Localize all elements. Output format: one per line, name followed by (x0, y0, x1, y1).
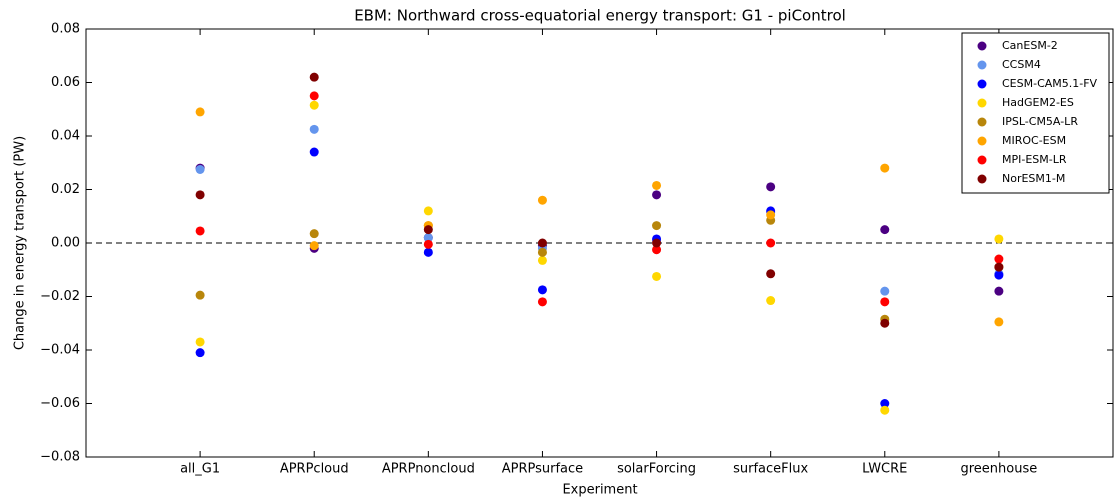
point (766, 238, 776, 248)
point (994, 254, 1004, 264)
point (309, 241, 319, 251)
point (309, 91, 319, 101)
point (423, 233, 433, 243)
point (423, 206, 433, 216)
legend-marker (977, 98, 987, 108)
point (652, 190, 662, 200)
point (880, 225, 890, 235)
point (652, 221, 662, 231)
point (309, 72, 319, 82)
point (652, 271, 662, 281)
x-tick-label: all_G1 (180, 462, 220, 477)
y-tick-label: 0.00 (51, 236, 80, 251)
y-tick-label: 0.08 (51, 22, 80, 37)
chart-title: EBM: Northward cross-equatorial energy t… (354, 7, 846, 25)
legend-label: NorESM1-M (1002, 172, 1065, 185)
point (766, 269, 776, 279)
point (766, 182, 776, 192)
legend-marker (977, 79, 987, 89)
point (423, 225, 433, 235)
point (537, 297, 547, 307)
point (652, 238, 662, 248)
point (652, 180, 662, 190)
point (195, 190, 205, 200)
point (423, 239, 433, 249)
legend-marker (977, 174, 987, 184)
point (880, 163, 890, 173)
point (880, 399, 890, 408)
y-axis-label: Change in energy transport (PW) (13, 136, 28, 350)
y-tick-label: −0.04 (40, 343, 80, 358)
x-tick-label: APRPnoncloud (382, 462, 475, 477)
x-tick-label: solarForcing (617, 462, 696, 477)
legend-label: HadGEM2-ES (1002, 96, 1074, 109)
point (309, 147, 319, 157)
y-tick-label: 0.04 (51, 129, 80, 144)
legend-label: CCSM4 (1002, 58, 1041, 71)
legend-label: IPSL-CM5A-LR (1002, 115, 1078, 128)
point (994, 286, 1004, 296)
legend-marker (977, 117, 987, 127)
point (309, 229, 319, 239)
point (537, 195, 547, 205)
point (652, 245, 662, 255)
point (880, 405, 890, 415)
point (195, 337, 205, 347)
legend-box (961, 32, 1110, 194)
plot-frame (85, 28, 1114, 458)
legend-label: CESM-CAM5.1-FV (1002, 77, 1098, 90)
point (994, 234, 1004, 244)
legend-marker (977, 136, 987, 146)
point (195, 107, 205, 117)
x-axis-label: Experiment (562, 483, 637, 498)
legend-label: MIROC-ESM (1002, 134, 1066, 147)
y-tick-label: −0.06 (40, 396, 80, 411)
point (880, 318, 890, 328)
point (766, 296, 776, 306)
point (309, 100, 319, 110)
y-tick-label: 0.06 (51, 75, 80, 90)
point (994, 270, 1004, 280)
y-tick-label: −0.02 (40, 289, 80, 304)
point (994, 317, 1004, 327)
point (195, 226, 205, 236)
point (537, 285, 547, 295)
point (537, 255, 547, 265)
x-tick-label: APRPsurface (502, 462, 583, 477)
point (880, 286, 890, 296)
x-tick-label: greenhouse (961, 462, 1038, 477)
point (994, 262, 1004, 272)
point (537, 247, 547, 257)
point (766, 210, 776, 220)
point (423, 247, 433, 257)
point (880, 297, 890, 307)
legend-marker (977, 41, 987, 51)
point (195, 348, 205, 358)
point (537, 238, 547, 248)
x-tick-label: APRPcloud (280, 462, 349, 477)
x-tick-label: surfaceFlux (733, 462, 808, 477)
legend-marker (977, 60, 987, 70)
legend-label: CanESM-2 (1002, 39, 1058, 52)
point (309, 124, 319, 134)
point (195, 290, 205, 300)
y-tick-label: −0.08 (40, 450, 80, 465)
y-tick-label: 0.02 (51, 182, 80, 197)
point (195, 164, 205, 174)
legend-marker (977, 155, 987, 165)
legend-label: MPI-ESM-LR (1002, 153, 1067, 166)
x-tick-label: LWCRE (862, 462, 907, 477)
